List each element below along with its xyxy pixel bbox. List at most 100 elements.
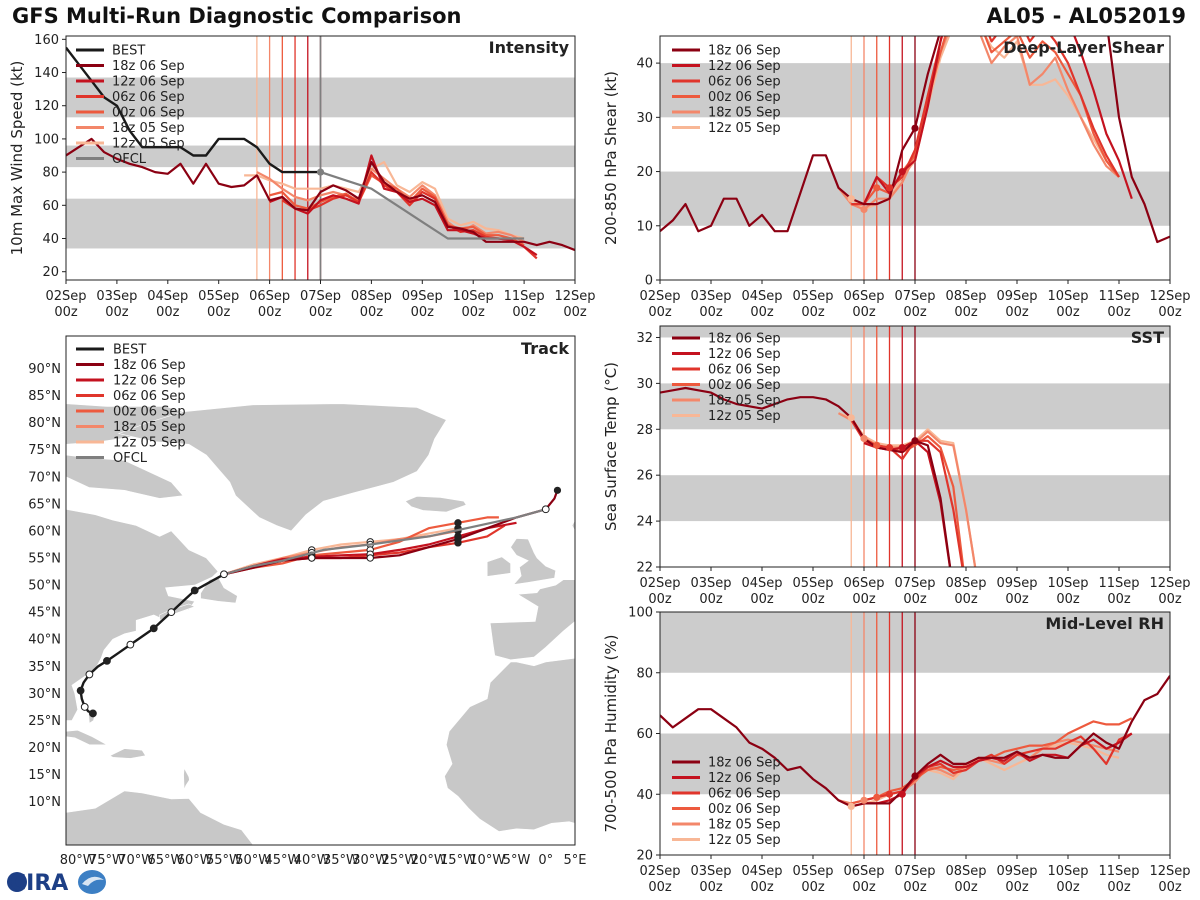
- rh-ytick-label: 60: [636, 727, 653, 742]
- track-lat-label: 75°N: [28, 443, 61, 458]
- rh-panel: 2040608010002Sep00z03Sep00z04Sep00z05Sep…: [602, 606, 1191, 896]
- intensity-xtick-hour: 00z: [411, 305, 435, 320]
- rh-xtick-hour: 00z: [852, 880, 876, 895]
- sst-xtick-hour: 00z: [903, 592, 927, 607]
- track-lat-label: 60°N: [28, 524, 61, 539]
- shear-xtick-label: 11Sep: [1098, 289, 1139, 304]
- shear-xtick-label: 04Sep: [741, 289, 782, 304]
- shear-xtick-hour: 00z: [699, 305, 723, 320]
- shear-title: Deep-Layer Shear: [1003, 38, 1164, 57]
- track-position-point: [366, 554, 374, 562]
- track-legend-label: 18z 06 Sep: [113, 358, 186, 373]
- sst-xtick-label: 05Sep: [792, 576, 833, 591]
- shear-legend-label: 12z 06 Sep: [708, 59, 781, 74]
- intensity-xtick-hour: 00z: [563, 305, 587, 320]
- shear-panel: 01020304002Sep00z03Sep00z04Sep00z05Sep00…: [602, 35, 1191, 320]
- shear-init-point: [860, 205, 868, 214]
- intensity-ytick-label: 120: [34, 99, 59, 114]
- intensity-ytick-label: 140: [34, 66, 59, 81]
- shear-ytick-label: 10: [636, 219, 653, 234]
- shear-xtick-label: 02Sep: [639, 289, 680, 304]
- rh-xtick-label: 09Sep: [996, 864, 1037, 879]
- track-series-group: [76, 486, 562, 718]
- track-legend-label: OFCL: [113, 451, 148, 466]
- track-lon-label: 75°W: [89, 853, 125, 868]
- intensity-ofcl-point: [316, 168, 325, 176]
- rh-xtick-label: 08Sep: [945, 864, 986, 879]
- sst-legend-label: 00z 06 Sep: [708, 378, 781, 393]
- rh-xtick-hour: 00z: [801, 880, 825, 895]
- hispaniola-landmass: [109, 748, 147, 759]
- shear-xtick-label: 10Sep: [1047, 289, 1088, 304]
- shear-ytick-label: 20: [636, 165, 653, 180]
- shear-xtick-hour: 00z: [1158, 305, 1182, 320]
- intensity-ytick-label: 100: [34, 132, 59, 147]
- shear-init-point: [898, 167, 906, 176]
- track-lon-label: 40°W: [294, 853, 330, 868]
- track-lat-label: 85°N: [28, 389, 61, 404]
- sst-ytick-label: 30: [636, 377, 653, 392]
- intensity-xtick-label: 04Sep: [147, 289, 188, 304]
- shear-series-group: [660, 36, 1170, 244]
- track-lat-label: 30°N: [28, 687, 61, 702]
- track-lat-label: 55°N: [28, 552, 61, 567]
- intensity-xtick-label: 05Sep: [198, 289, 239, 304]
- intensity-ytick-label: 20: [42, 265, 59, 280]
- intensity-legend-label: 12z 06 Sep: [112, 75, 185, 90]
- sst-legend-label: 12z 06 Sep: [708, 347, 781, 362]
- shear-init-point: [873, 184, 881, 192]
- rh-xtick-hour: 00z: [648, 880, 672, 895]
- track-lon-label: 60°W: [177, 853, 213, 868]
- rh-init-point: [873, 793, 881, 801]
- shear-xtick-hour: 00z: [1005, 305, 1029, 320]
- rh-legend-label: 18z 06 Sep: [708, 756, 781, 771]
- sst-legend-label: 12z 05 Sep: [708, 409, 781, 424]
- intensity-ytick-label: 60: [42, 199, 59, 214]
- track-frame: [65, 335, 576, 846]
- rh-xtick-hour: 00z: [1005, 880, 1029, 895]
- sst-xtick-label: 12Sep: [1149, 576, 1190, 591]
- intensity-ytick-label: 80: [42, 166, 59, 181]
- sst-init-point: [911, 437, 919, 445]
- intensity-xtick-label: 09Sep: [402, 289, 443, 304]
- sst-legend-label: 18z 06 Sep: [708, 332, 781, 347]
- track-lon-label: 45°W: [265, 853, 301, 868]
- rh-xtick-label: 05Sep: [792, 864, 833, 879]
- track-lon-label: 25°W: [382, 853, 418, 868]
- track-panel: 90°N 85°N 80°N 75°N 70°N 65°N 60°N 55°N 50°N 45°N…: [28, 335, 587, 868]
- rh-xtick-label: 12Sep: [1149, 864, 1190, 879]
- intensity-series-12z-05-sep: [244, 161, 525, 240]
- shear-ytick-label: 40: [636, 57, 653, 72]
- shear-legend-label: 06z 06 Sep: [708, 75, 781, 90]
- intensity-ytick-label: 160: [34, 33, 59, 48]
- track-best-point: [220, 570, 228, 579]
- shear-init-point: [847, 195, 855, 203]
- sst-title: SST: [1131, 328, 1164, 347]
- track-legend-label: 00z 06 Sep: [113, 405, 186, 420]
- shear-ylabel: 200-850 hPa Shear (kt): [602, 71, 620, 245]
- logo-globe-icon: [7, 872, 27, 892]
- shear-ytick-label: 30: [636, 111, 653, 126]
- sst-xtick-label: 11Sep: [1098, 576, 1139, 591]
- track-best-point: [149, 624, 158, 633]
- sst-xtick-label: 10Sep: [1047, 576, 1088, 591]
- sst-xtick-hour: 00z: [954, 592, 978, 607]
- shear-xtick-hour: 00z: [1107, 305, 1131, 320]
- shear-legend-label: 18z 06 Sep: [708, 44, 781, 59]
- shear-xtick-label: 06Sep: [843, 289, 884, 304]
- rh-xtick-label: 06Sep: [843, 864, 884, 879]
- europe-landmass: [489, 336, 575, 661]
- intensity-xtick-label: 02Sep: [45, 289, 86, 304]
- sst-xtick-label: 06Sep: [843, 576, 884, 591]
- intensity-xtick-hour: 00z: [105, 305, 129, 320]
- track-position-point: [454, 519, 462, 527]
- track-position-point: [454, 535, 462, 543]
- intensity-ytick-label: 40: [42, 232, 59, 247]
- intensity-series-18z-05-sep: [256, 167, 525, 243]
- track-lat-label: 10°N: [28, 795, 61, 810]
- sst-xtick-hour: 00z: [648, 592, 672, 607]
- track-lon-label: 10°W: [469, 853, 505, 868]
- shear-xtick-hour: 00z: [852, 305, 876, 320]
- track-lon-label: 15°W: [440, 853, 476, 868]
